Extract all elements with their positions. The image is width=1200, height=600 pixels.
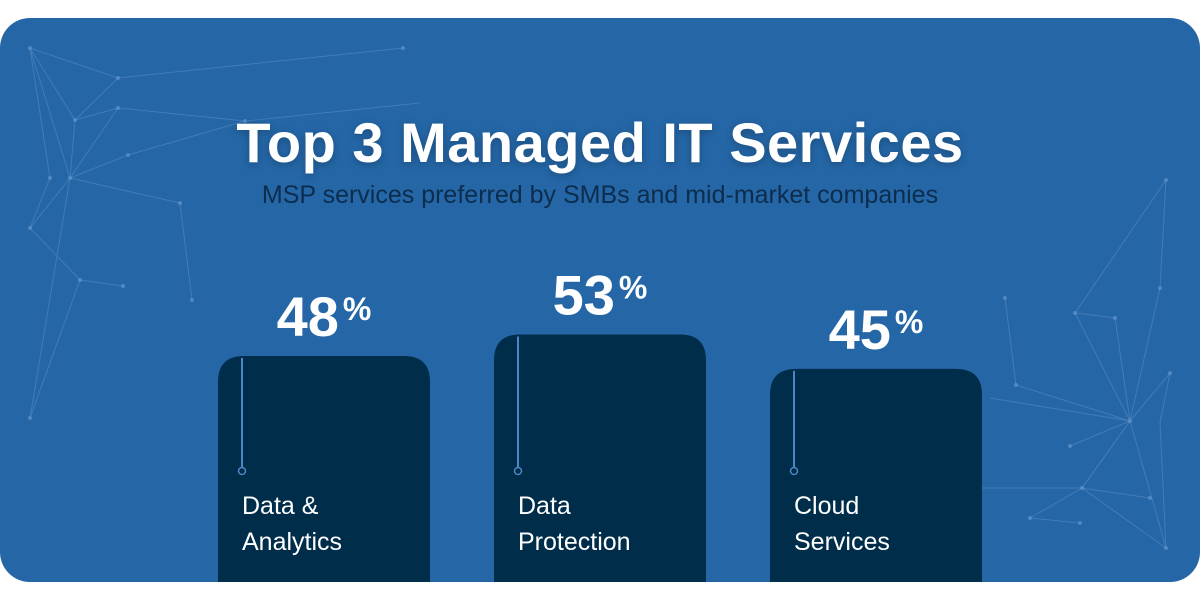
value-label: 48% [277,285,372,348]
bar-connector-dot [237,466,247,476]
infographic-card: Top 3 Managed IT Services MSP services p… [0,18,1200,582]
bar [494,334,706,582]
bar-connector-dot [789,466,799,476]
category-label: Data & [242,492,319,520]
bar-connector-dot [513,466,523,476]
bar [218,356,430,582]
category-label: Protection [518,528,631,556]
category-label: Data [518,492,571,520]
category-label: Analytics [242,528,342,556]
bar-chart: Data & Analytics 48 % Data Protection 53 % Cloud… [218,264,982,582]
chart-subtitle: MSP services preferred by SMBs and mid-m… [261,181,939,209]
value-label: 45% [829,298,924,361]
bar [770,368,982,582]
value-label: 53% [553,264,648,327]
chart-title: Top 3 Managed IT Services [236,111,964,174]
network-decoration [28,46,1172,550]
category-label: Cloud [794,492,859,520]
category-label: Services [794,528,890,556]
